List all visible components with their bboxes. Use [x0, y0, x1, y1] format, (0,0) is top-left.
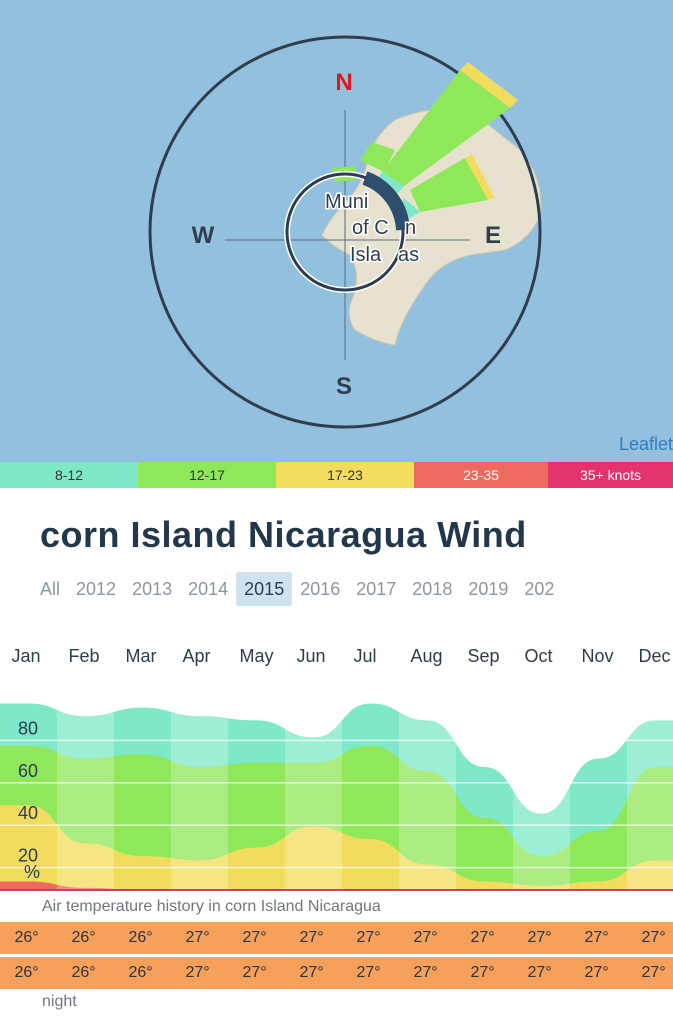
temperature-cell: 27°	[470, 964, 495, 981]
month-label: May	[239, 646, 274, 666]
temperature-cell: 27°	[356, 964, 381, 981]
month-label: Apr	[182, 646, 211, 666]
place-label-line3b: as	[398, 244, 419, 266]
month-label: Jun	[296, 646, 326, 666]
compass-ring	[148, 35, 542, 429]
temperature-cell: 27°	[299, 964, 324, 981]
wind-series-area	[0, 805, 673, 890]
temperature-cell: 27°	[584, 964, 609, 981]
temperature-cell: 27°	[527, 929, 552, 946]
month-label: Sep	[467, 646, 500, 666]
page-title: corn Island Nicaragua Wind	[40, 514, 527, 555]
speed-legend: 8-12 12-17 17-23 23-35 35+ knots	[0, 462, 673, 488]
speed-legend-item: 12-17	[138, 462, 276, 488]
wind-rose-map[interactable]: N E S W Muni of C n Isla as Leaflet	[0, 0, 673, 462]
year-tab[interactable]: 2014	[188, 579, 229, 599]
temperature-cell: 27°	[242, 964, 267, 981]
night-label: night	[42, 993, 77, 1010]
temperature-cell: 27°	[470, 929, 495, 946]
temperature-cell: 27°	[299, 929, 324, 946]
calm-arc	[362, 171, 410, 231]
year-tab[interactable]: 2016	[300, 579, 341, 599]
north-label: N	[335, 69, 352, 96]
speed-legend-label: 8-12	[54, 467, 84, 483]
month-column-shade	[399, 678, 456, 890]
temperature-caption: Air temperature history in corn Island N…	[42, 898, 381, 915]
y-tick-label: 40	[18, 803, 38, 823]
temperature-cell: 27°	[641, 964, 666, 981]
east-label: E	[485, 222, 501, 249]
month-column-shade	[513, 678, 570, 890]
wind-series-area	[0, 745, 673, 890]
year-tab[interactable]: 2013	[132, 579, 173, 599]
y-tick-label: 20	[18, 846, 38, 866]
month-label: Jan	[11, 646, 41, 666]
temperature-cell: 27°	[413, 929, 438, 946]
month-label: Mar	[125, 646, 157, 666]
speed-legend-label: 35+ knots	[579, 467, 642, 483]
month-column-shade	[171, 678, 228, 890]
temperature-cell: 27°	[413, 964, 438, 981]
month-label: Feb	[68, 646, 100, 666]
speed-legend-item: 8-12	[0, 462, 138, 488]
temperature-cell: 27°	[527, 964, 552, 981]
temperature-cell: 26°	[71, 929, 96, 946]
temperature-cell: 27°	[356, 929, 381, 946]
month-axis: Jan Feb Mar Apr May Jun Jul Aug Sep Oct Nov Dec	[0, 646, 673, 676]
temperature-cell: 26°	[128, 964, 153, 981]
temperature-cell: 27°	[185, 929, 210, 946]
y-tick-label: 80	[18, 718, 38, 738]
temperature-cell: 27°	[584, 929, 609, 946]
west-label: W	[192, 222, 215, 249]
leaflet-attribution[interactable]: Leaflet	[618, 434, 673, 454]
wind-rose-svg: N E S W Muni of C n Isla as	[148, 35, 542, 429]
month-column-shade	[285, 678, 342, 890]
calm-ring	[285, 172, 405, 292]
wind-chart-svg: 80 60 40 20%	[0, 678, 673, 891]
temperature-day-row: 26° 26° 26° 27° 27° 27° 27° 27° 27° 27° 27° 27°	[0, 922, 673, 954]
temperature-cell: 27°	[185, 964, 210, 981]
speed-legend-label: 23-35	[463, 467, 499, 483]
temperature-cell: 27°	[641, 929, 666, 946]
place-label-line2a: of C	[352, 217, 389, 239]
speed-legend-label: 12-17	[189, 467, 225, 483]
month-label: Oct	[524, 646, 553, 666]
month-column-shade	[627, 678, 673, 890]
place-label-line1: Muni	[325, 191, 368, 213]
year-tab-selected[interactable]: 2015	[236, 572, 293, 606]
temperature-night-row: 26° 26° 26° 27° 27° 27° 27° 27° 27° 27° 27° 27°	[0, 957, 673, 989]
temperature-cell: 26°	[71, 964, 96, 981]
year-tab[interactable]: 202	[524, 579, 555, 599]
month-label: Dec	[638, 646, 671, 666]
month-column-shade	[57, 678, 114, 890]
south-label: S	[336, 373, 352, 400]
year-tab[interactable]: All	[40, 579, 61, 599]
year-tab[interactable]: 2017	[356, 579, 397, 599]
year-tab[interactable]: 2018	[412, 579, 453, 599]
year-tabs: All 2012 2013 2014 2015 2016 2017 2018 2…	[32, 572, 562, 606]
month-label: Jul	[353, 646, 377, 666]
speed-legend-label: 17-23	[327, 467, 363, 483]
y-tick-label: 60	[18, 761, 38, 781]
speed-legend-item: 23-35	[414, 462, 548, 488]
place-label-line2b: n	[405, 217, 416, 239]
speed-legend-item: 17-23	[276, 462, 414, 488]
place-label-line3a: Isla	[350, 244, 382, 266]
year-tab[interactable]: 2012	[76, 579, 117, 599]
wind-probability-chart[interactable]: 80 60 40 20%	[0, 678, 673, 893]
temperature-cell: 26°	[14, 964, 39, 981]
month-label: Nov	[581, 646, 614, 666]
year-tab[interactable]: 2019	[468, 579, 509, 599]
temperature-cell: 26°	[128, 929, 153, 946]
temperature-cell: 26°	[14, 929, 39, 946]
y-tick-label: %	[24, 862, 40, 882]
wind-petal-ene[interactable]	[400, 154, 495, 218]
temperature-cell: 27°	[242, 929, 267, 946]
speed-legend-item: 35+ knots	[548, 462, 673, 488]
month-label: Aug	[410, 646, 443, 666]
